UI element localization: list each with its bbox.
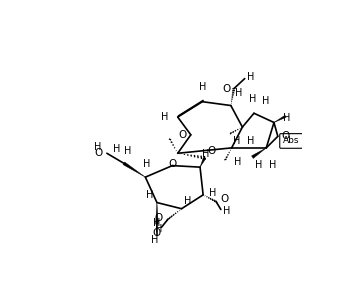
FancyBboxPatch shape <box>280 134 303 148</box>
Polygon shape <box>200 157 206 167</box>
Text: H: H <box>94 142 101 152</box>
Text: H: H <box>249 94 256 104</box>
Text: H: H <box>202 149 210 159</box>
Text: O: O <box>95 148 103 158</box>
Text: H: H <box>113 144 121 154</box>
Text: H: H <box>234 157 241 167</box>
Text: O: O <box>179 130 187 140</box>
Text: O: O <box>220 194 228 204</box>
Text: H: H <box>153 218 160 228</box>
Polygon shape <box>156 203 158 224</box>
Text: H: H <box>235 88 242 98</box>
Text: H: H <box>155 224 162 234</box>
Text: H: H <box>161 112 168 122</box>
Text: H: H <box>151 235 158 245</box>
Text: O: O <box>281 131 289 141</box>
Text: H: H <box>262 96 269 106</box>
Text: H: H <box>247 72 254 82</box>
Text: H: H <box>199 82 206 92</box>
Text: H: H <box>269 160 276 170</box>
Text: H: H <box>184 196 191 206</box>
Text: Abs: Abs <box>283 137 300 146</box>
Text: O: O <box>153 228 161 238</box>
Polygon shape <box>123 162 145 177</box>
Text: O: O <box>155 213 163 223</box>
Text: H: H <box>124 146 131 156</box>
Text: H: H <box>247 136 254 146</box>
Text: O: O <box>208 146 216 156</box>
Text: H: H <box>223 206 231 216</box>
Text: H: H <box>143 159 151 169</box>
Text: H: H <box>283 113 290 123</box>
Text: O: O <box>223 84 231 94</box>
Text: H: H <box>146 190 153 200</box>
Text: H: H <box>234 136 241 146</box>
Text: O: O <box>168 159 177 169</box>
Polygon shape <box>251 148 266 159</box>
Polygon shape <box>274 115 286 123</box>
Text: H: H <box>209 188 216 198</box>
Text: H: H <box>255 160 262 170</box>
